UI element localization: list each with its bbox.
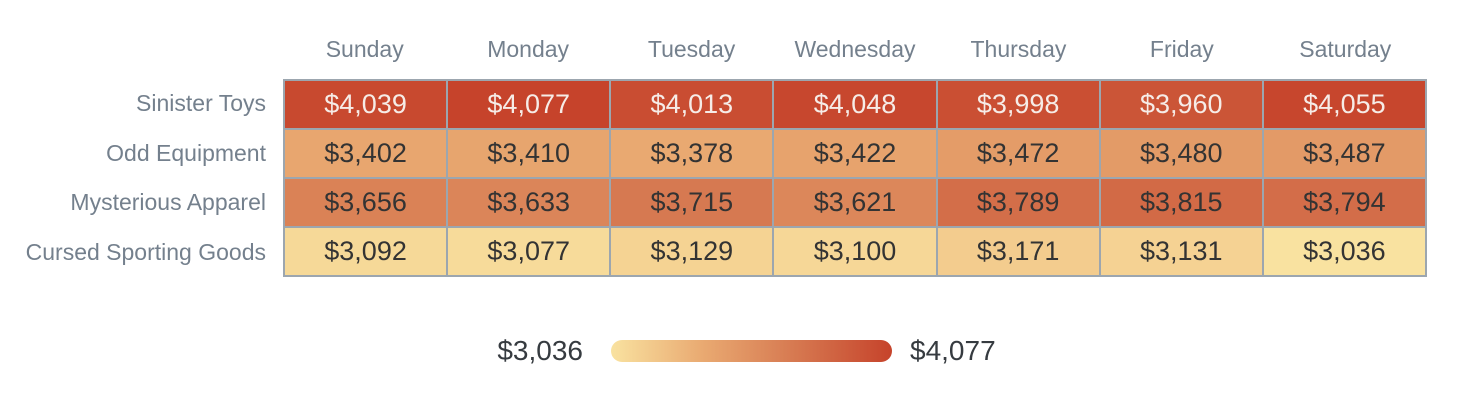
heatmap-cell: $3,036 (1263, 228, 1425, 275)
heatmap-cell: $4,048 (774, 81, 936, 128)
column-header: Saturday (1299, 35, 1392, 62)
heatmap-cell: $3,789 (937, 179, 1099, 226)
heatmap-cell: $3,472 (937, 130, 1099, 177)
heatmap-cell: $3,715 (611, 179, 773, 226)
heatmap-cell: $3,815 (1100, 179, 1262, 226)
heatmap-cell: $4,077 (448, 81, 610, 128)
heatmap-cell: $4,013 (611, 81, 773, 128)
heatmap-cell: $3,422 (774, 130, 936, 177)
heatmap-cell: $3,487 (1263, 130, 1425, 177)
heatmap-cell: $3,378 (611, 130, 773, 177)
heatmap-cell: $3,092 (285, 228, 447, 275)
column-header: Monday (487, 35, 570, 62)
heatmap-cell: $3,656 (285, 179, 447, 226)
heatmap-cell: $3,100 (774, 228, 936, 275)
legend-gradient-bar (611, 340, 892, 362)
column-header: Wednesday (794, 35, 916, 62)
column-header: Friday (1149, 35, 1214, 62)
row-label: Mysterious Apparel (70, 189, 266, 216)
heatmap-cell: $3,171 (937, 228, 1099, 275)
heatmap-cell: $3,131 (1100, 228, 1262, 275)
heatmap-cell: $3,480 (1100, 130, 1262, 177)
legend-max-label: $4,077 (910, 335, 996, 366)
heatmap-grid: $4,039 $4,077 $4,013 $4,048 $3,998 $3,960 $4,0… (283, 79, 1427, 277)
heatmap-cell: $3,410 (448, 130, 610, 177)
row-labels: Sinister Toys Odd Equipment Mysterious App… (0, 79, 266, 277)
heatmap-cell: $4,055 (1263, 81, 1425, 128)
legend-min-label: $3,036 (497, 335, 583, 366)
heatmap-cell: $3,794 (1263, 179, 1425, 226)
column-headers: Sunday Monday Tuesday Wednesday Thursday Frid… (283, 31, 1427, 67)
row-label: Cursed Sporting Goods (25, 238, 266, 265)
column-header: Tuesday (647, 35, 736, 62)
column-header: Thursday (970, 35, 1067, 62)
heatmap-cell: $4,039 (285, 81, 447, 128)
heatmap-cell: $3,402 (285, 130, 447, 177)
heatmap-cell: $3,960 (1100, 81, 1262, 128)
heatmap-cell: $3,633 (448, 179, 610, 226)
heatmap-cell: $3,621 (774, 179, 936, 226)
heatmap-cell: $3,129 (611, 228, 773, 275)
row-label: Odd Equipment (106, 139, 266, 166)
column-header: Sunday (325, 35, 404, 62)
heatmap-cell: $3,077 (448, 228, 610, 275)
heatmap-cell: $3,998 (937, 81, 1099, 128)
row-label: Sinister Toys (136, 90, 266, 117)
